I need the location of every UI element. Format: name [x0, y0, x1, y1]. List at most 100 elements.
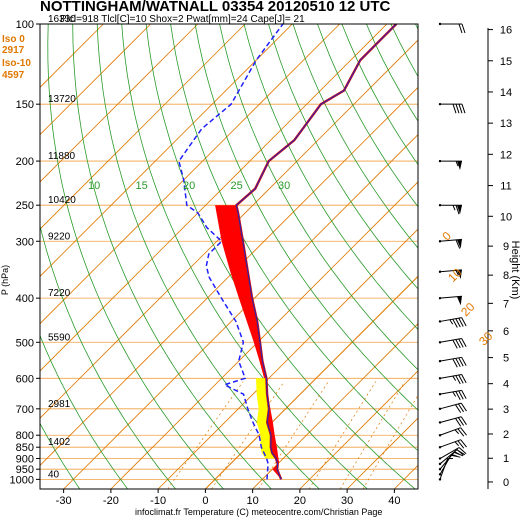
- barb-full: [455, 358, 461, 367]
- barb-full: [452, 358, 458, 368]
- barb-base: [438, 102, 442, 106]
- barb-half: [452, 454, 458, 457]
- barb-base: [438, 473, 442, 476]
- wind-barb: [438, 317, 467, 328]
- wind-barb: [438, 449, 466, 466]
- pressure-tick-label: 900: [16, 454, 34, 466]
- barb-staff: [439, 427, 461, 436]
- isotherm-line: [40, 24, 246, 230]
- wind-barb: [438, 159, 462, 171]
- dry-adiabat: [40, 224, 176, 489]
- dry-adiabat-label: 25: [231, 180, 243, 192]
- dry-adiabat: [72, 24, 272, 489]
- height-tick-label: 8: [503, 270, 509, 282]
- barb-full: [455, 391, 461, 400]
- barb-full: [457, 403, 464, 413]
- wind-barb: [438, 447, 467, 460]
- barb-pennant: [456, 269, 462, 279]
- isotherm-line: [40, 24, 388, 372]
- geopotential-label: 5590: [48, 332, 71, 343]
- barb-staff: [439, 402, 462, 410]
- height-tick-label: 1: [503, 453, 509, 465]
- isotherm-line: [40, 24, 199, 183]
- pressure-tick-label: 500: [16, 337, 34, 349]
- geopotential-label: 2981: [48, 399, 71, 410]
- barb-half: [452, 205, 456, 211]
- height-tick-label: 9: [503, 241, 509, 253]
- pressure-tick-label: 100: [16, 19, 34, 31]
- x-tick-label: 0: [202, 495, 208, 507]
- pressure-tick-label: 850: [16, 442, 34, 454]
- dry-adiabat: [243, 24, 418, 330]
- wind-barb: [438, 269, 462, 279]
- barb-full: [458, 338, 464, 348]
- wind-barb: [438, 22, 466, 34]
- wind-barb: [438, 416, 467, 427]
- barb-staff: [439, 416, 462, 423]
- barb-staff: [439, 337, 462, 343]
- dry-adiabat: [40, 422, 81, 489]
- pressure-tick-label: 950: [16, 464, 34, 476]
- isotherm-line: [299, 370, 418, 489]
- barb-staff: [439, 374, 462, 379]
- dewpoint-line: [178, 24, 284, 480]
- iso10-value: 4597: [2, 70, 25, 81]
- plot-frame: [39, 23, 419, 490]
- barb-full: [461, 338, 467, 348]
- barb-pennant: [457, 161, 462, 171]
- barb-full: [452, 318, 458, 328]
- temperature-inner-line: [235, 24, 397, 480]
- barb-full: [452, 104, 457, 114]
- barb-full: [455, 418, 462, 427]
- barb-base: [438, 468, 442, 471]
- isotherm-line: [40, 24, 151, 136]
- barb-staff: [439, 389, 462, 395]
- barb-full: [455, 318, 461, 328]
- isotherm-line: [252, 323, 418, 489]
- dry-adiabat-label: 15: [136, 180, 148, 192]
- isotherm-label: 10: [445, 265, 465, 285]
- label-layer: 16330 13720 11880 10420 9220 7220 5590 2981 1402…: [48, 14, 496, 480]
- barb-full: [458, 23, 463, 34]
- barb-base: [438, 457, 442, 460]
- pressure-tick-label: 1000: [10, 474, 34, 486]
- pressure-tick-label: 600: [16, 373, 34, 385]
- barb-half: [454, 451, 460, 455]
- isotherm-line: [40, 24, 340, 325]
- height-tick-label: 2: [503, 429, 509, 441]
- wind-barb: [438, 451, 464, 471]
- pressure-tick-label: 300: [16, 236, 34, 248]
- isotherm-line: [63, 134, 418, 489]
- pressure-tick-label: 250: [16, 200, 34, 212]
- iso0-value: 2917: [2, 45, 25, 56]
- dry-adiabat: [366, 24, 418, 122]
- wind-barb: [438, 238, 462, 249]
- barb-staff: [439, 449, 458, 465]
- barb-full: [461, 317, 467, 327]
- x-tick-label: -30: [56, 495, 72, 507]
- dry-adiabat-label: 10: [88, 180, 100, 192]
- barb-staff: [439, 439, 461, 448]
- height-tick-label: 11: [500, 181, 511, 193]
- wind-barb: [438, 427, 467, 437]
- barb-full: [457, 428, 465, 437]
- dry-adiabat: [317, 24, 418, 208]
- x-tick-label: -10: [150, 495, 166, 507]
- geopotential-label: 40: [48, 469, 60, 480]
- barb-staff: [439, 356, 462, 362]
- wind-barb: [438, 204, 462, 215]
- dry-adiabat: [341, 24, 418, 166]
- geopotential-label: 10420: [48, 195, 76, 206]
- chart-title: NOTTINGHAM/WATNALL 03354 20120510 12 UTC: [40, 0, 391, 15]
- mixing-ratio-line: [308, 381, 377, 489]
- height-tick-label: 7: [503, 298, 509, 310]
- height-tick-label: 4: [503, 379, 509, 391]
- barb-staff: [439, 447, 460, 459]
- barb-staff: [439, 269, 462, 273]
- wind-barb: [438, 102, 466, 114]
- barb-half: [455, 160, 459, 167]
- x-tick-label: 10: [247, 495, 259, 507]
